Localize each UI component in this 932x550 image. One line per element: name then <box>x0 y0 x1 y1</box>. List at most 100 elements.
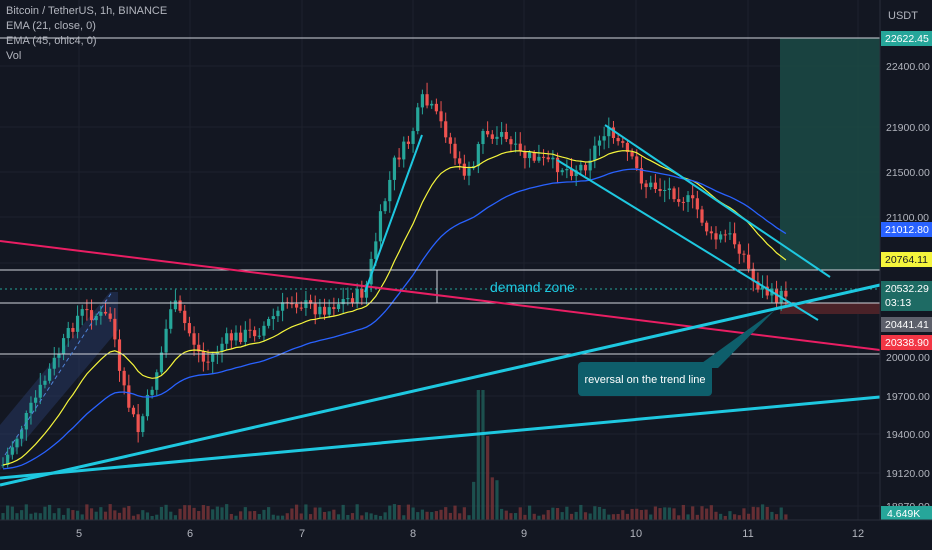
volume-bar <box>472 481 476 520</box>
main-trend-line <box>0 283 881 487</box>
candle-body <box>737 244 741 254</box>
candle-body <box>89 310 94 321</box>
candle-body <box>392 157 397 180</box>
volume-bar <box>374 514 378 520</box>
candle-body <box>518 143 522 152</box>
volume-bar <box>113 510 117 520</box>
candle-body <box>765 286 769 296</box>
candle-body <box>616 138 620 142</box>
volume-bar <box>29 513 33 520</box>
candle-body <box>649 182 653 188</box>
symbol-title[interactable]: Bitcoin / TetherUS, 1h, BINANCE <box>6 5 168 17</box>
volume-bar <box>243 507 247 520</box>
candle-body <box>336 304 341 310</box>
volume-bar <box>234 515 238 520</box>
volume-bar <box>593 506 597 520</box>
volume-bar <box>406 504 411 520</box>
y-tick: 19700.00 <box>886 391 930 403</box>
candle-body <box>481 130 485 145</box>
volume-bar <box>397 505 401 520</box>
candle-body <box>318 306 322 315</box>
ema45-legend[interactable]: EMA (45, ohlc4, 0) <box>6 35 97 47</box>
volume-bar <box>6 505 10 520</box>
red-trend-line <box>0 240 881 351</box>
candle-body <box>229 333 233 341</box>
candle-body <box>602 136 606 141</box>
candle-body <box>714 233 718 240</box>
x-tick: 7 <box>299 528 305 540</box>
candle-body <box>80 309 84 316</box>
volume-bar <box>784 514 788 520</box>
volume-bar <box>723 515 727 520</box>
volume-bar <box>509 513 513 520</box>
volume-bar <box>350 513 355 520</box>
candle-body <box>355 288 359 303</box>
volume-bar <box>61 514 66 520</box>
y-tick: 22400.00 <box>886 61 930 73</box>
candle-body <box>52 357 56 369</box>
candle-body <box>420 94 424 108</box>
candle-body <box>388 179 392 202</box>
volume-bar <box>141 510 145 520</box>
volume-bar <box>453 505 457 520</box>
volume-bar <box>20 510 24 520</box>
volume-bar <box>392 504 397 520</box>
volume-bar <box>336 514 341 520</box>
volume-bar <box>583 512 588 520</box>
candle-body <box>751 268 755 282</box>
volume-bar <box>555 508 560 520</box>
candle-body <box>537 156 541 161</box>
volume-bar <box>444 507 448 520</box>
volume-bar <box>756 507 760 520</box>
x-tick: 8 <box>410 528 416 540</box>
candle-body <box>20 429 24 439</box>
candle-body <box>108 313 112 319</box>
candle-body <box>173 300 178 310</box>
candle-body <box>350 298 355 303</box>
volume-bar <box>649 514 653 520</box>
volume-bar <box>434 511 438 520</box>
candle-body <box>583 164 588 171</box>
candle-body <box>360 288 364 298</box>
volume-bar <box>635 508 639 520</box>
x-tick: 12 <box>852 528 864 540</box>
volume-bar <box>239 511 243 520</box>
volume-bar <box>425 511 429 520</box>
candle-body <box>453 143 457 159</box>
candle-body <box>122 370 126 386</box>
volume-bar <box>178 508 182 520</box>
volume-bar <box>416 512 420 520</box>
candle-body <box>630 152 634 157</box>
candle-body <box>677 199 681 202</box>
candle-body <box>117 339 122 371</box>
price-axis[interactable]: USDT 22400.00 21900.00 21500.00 21100.00… <box>879 0 932 520</box>
volume-bar <box>378 515 383 520</box>
candle-body <box>639 168 644 184</box>
volume-bar <box>677 515 681 520</box>
time-axis[interactable]: 5 6 7 8 9 10 11 12 <box>0 519 932 550</box>
volume-bar <box>346 514 350 520</box>
candle-body <box>514 143 518 145</box>
candle-body <box>215 351 219 355</box>
volume-bar <box>644 509 648 520</box>
volume-bar <box>747 513 751 520</box>
volume-label <box>881 506 932 520</box>
ema21-legend[interactable]: EMA (21, close, 0) <box>6 20 96 32</box>
candle-body <box>430 103 434 106</box>
y-tick: 21100.00 <box>886 212 929 224</box>
candle-body <box>523 151 527 159</box>
volume-bar <box>611 514 616 520</box>
volume-bar <box>271 514 275 520</box>
channel-bottom-line <box>556 159 819 321</box>
candle-body <box>234 332 238 341</box>
volume-bar <box>66 508 70 520</box>
candle-body <box>75 315 80 332</box>
x-tick: 6 <box>187 528 193 540</box>
candle-body <box>243 329 247 342</box>
price-label-level <box>881 222 932 237</box>
volume-legend[interactable]: Vol <box>6 50 22 62</box>
volume-bar <box>527 505 532 520</box>
candle-body <box>322 306 327 315</box>
volume-bar <box>541 514 546 520</box>
